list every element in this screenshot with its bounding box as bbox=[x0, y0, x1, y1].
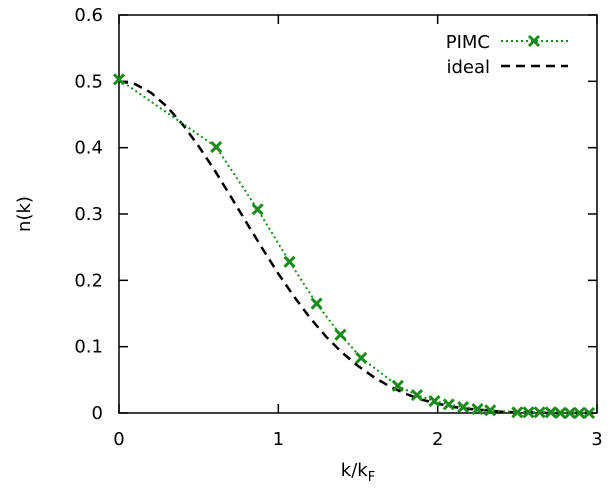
data-point-pimc bbox=[563, 406, 576, 420]
y-tick-label: 0 bbox=[92, 403, 103, 424]
y-tick-label: 0.3 bbox=[74, 204, 103, 225]
data-point-pimc bbox=[471, 402, 484, 416]
data-point-pimc bbox=[582, 406, 596, 420]
legend-sample-pimc bbox=[501, 34, 568, 48]
data-point-pimc bbox=[573, 406, 586, 420]
data-point-pimc bbox=[283, 255, 296, 268]
data-point-pimc bbox=[251, 203, 264, 216]
series-line-pimc bbox=[118, 78, 589, 414]
y-tick-label: 0.5 bbox=[74, 71, 103, 92]
x-tick-label: 2 bbox=[432, 429, 443, 450]
data-point-pimc bbox=[457, 400, 470, 414]
x-axis-title-subscript: F bbox=[368, 470, 375, 485]
legend-label-pimc: PIMC bbox=[446, 32, 490, 53]
data-point-pimc bbox=[544, 406, 557, 419]
data-point-pimc bbox=[522, 406, 535, 419]
data-point-pimc bbox=[334, 328, 347, 341]
data-point-pimc bbox=[391, 379, 404, 392]
y-axis-title: n(k) bbox=[14, 196, 35, 232]
data-point-pimc bbox=[210, 140, 223, 154]
legend-marker-pimc bbox=[527, 34, 541, 48]
y-tick-label: 0.6 bbox=[74, 5, 103, 26]
x-axis-title-main: k/k bbox=[341, 460, 368, 481]
x-tick-label: 1 bbox=[273, 429, 284, 450]
legend: PIMC ideal bbox=[446, 32, 568, 78]
data-point-pimc bbox=[310, 297, 323, 310]
y-tick-label: 0.4 bbox=[74, 138, 103, 159]
y-tick-label: 0.1 bbox=[74, 337, 103, 358]
data-point-pimc bbox=[511, 406, 524, 419]
data-point-pimc bbox=[112, 73, 126, 86]
y-tick-label: 0.2 bbox=[74, 270, 103, 291]
data-point-pimc bbox=[533, 406, 546, 419]
data-point-pimc bbox=[410, 389, 424, 402]
data-point-pimc bbox=[484, 404, 497, 417]
data-point-pimc bbox=[442, 398, 455, 411]
x-tick-label: 3 bbox=[591, 429, 602, 450]
data-point-pimc bbox=[554, 406, 567, 420]
data-point-pimc bbox=[355, 351, 368, 365]
x-axis-title: k/kF bbox=[341, 460, 375, 485]
x-tick-label: 0 bbox=[113, 429, 124, 450]
data-point-pimc bbox=[428, 394, 441, 408]
legend-label-ideal: ideal bbox=[446, 57, 490, 78]
